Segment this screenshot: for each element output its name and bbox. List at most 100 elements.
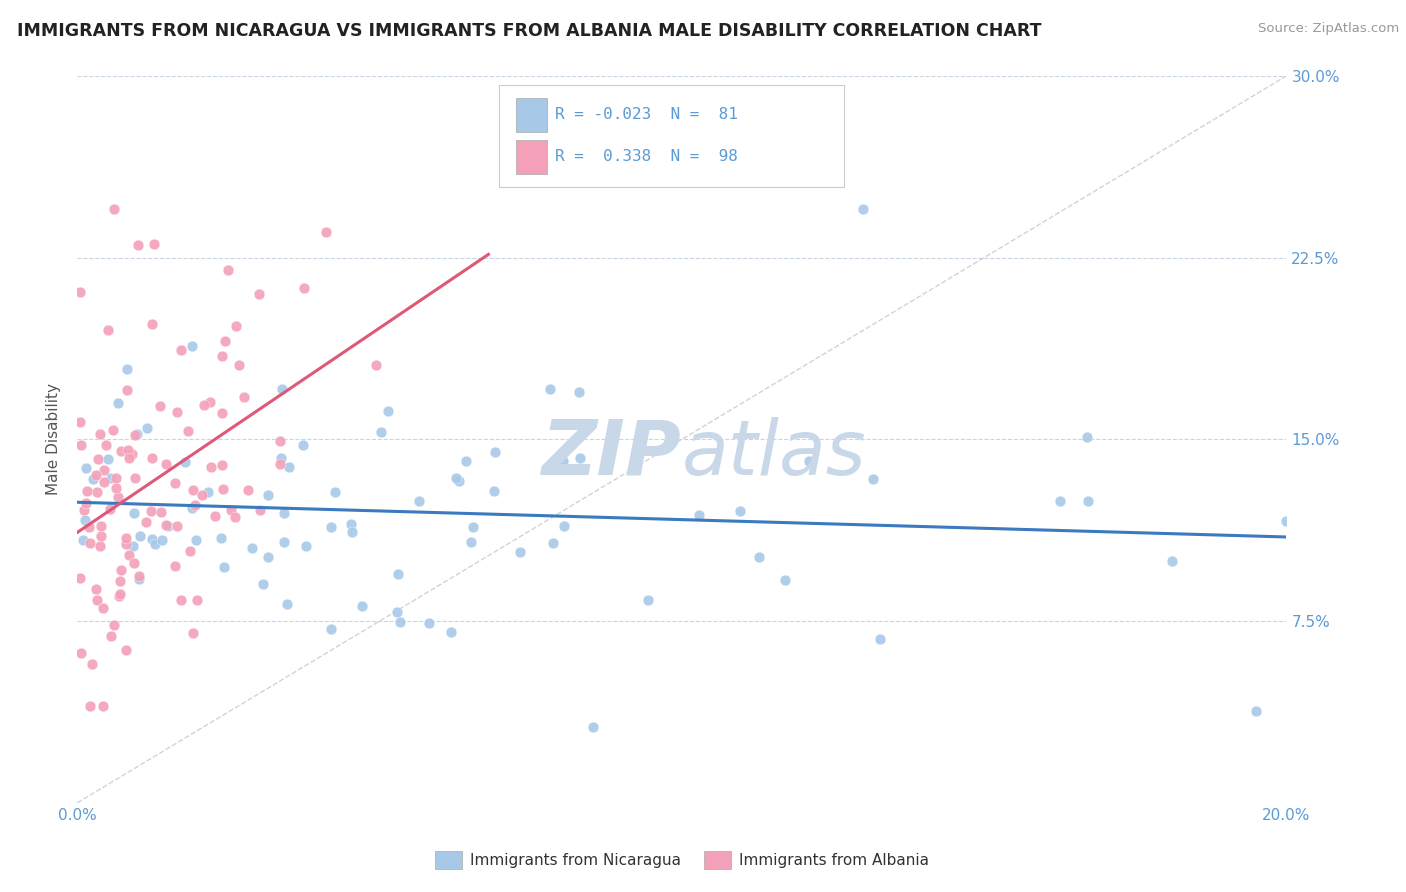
Point xyxy=(89,427,111,442)
Point xyxy=(110,443,132,458)
Point xyxy=(482,483,505,498)
Point xyxy=(170,593,193,607)
Point xyxy=(211,458,233,472)
Point xyxy=(198,395,221,409)
Point xyxy=(773,573,796,587)
Point xyxy=(1246,704,1268,718)
Point xyxy=(72,533,94,547)
Point xyxy=(124,470,146,484)
Point xyxy=(688,508,710,522)
Point xyxy=(191,488,214,502)
Point xyxy=(209,531,232,545)
Point xyxy=(387,605,409,619)
Point xyxy=(748,549,770,564)
Point xyxy=(69,285,91,300)
Point xyxy=(278,459,301,474)
Point xyxy=(249,503,271,517)
Point xyxy=(141,318,163,332)
Point xyxy=(449,474,471,488)
Point xyxy=(553,454,575,468)
Point xyxy=(166,405,188,419)
Text: R = -0.023  N =  81: R = -0.023 N = 81 xyxy=(555,107,738,121)
Point xyxy=(103,618,125,632)
Point xyxy=(370,425,392,439)
Point xyxy=(176,424,198,438)
Point xyxy=(869,632,891,646)
Point xyxy=(93,698,115,713)
Point xyxy=(292,438,315,452)
Point xyxy=(582,720,605,734)
Point xyxy=(125,427,148,442)
Point xyxy=(107,395,129,409)
Point xyxy=(181,483,204,497)
Text: atlas: atlas xyxy=(682,417,866,491)
Point xyxy=(232,390,254,404)
Point xyxy=(730,504,752,518)
Point xyxy=(214,334,236,348)
Point xyxy=(86,582,108,596)
Point xyxy=(1160,554,1182,568)
Point xyxy=(166,518,188,533)
Point xyxy=(89,539,111,553)
Point xyxy=(90,518,112,533)
Point xyxy=(273,506,295,520)
Point xyxy=(340,517,363,532)
Point xyxy=(100,471,122,485)
Point xyxy=(94,438,117,452)
Point xyxy=(69,415,91,429)
Point xyxy=(135,515,157,529)
Point xyxy=(76,484,98,499)
Point xyxy=(128,569,150,583)
Point xyxy=(135,421,157,435)
Point xyxy=(224,510,246,524)
Point xyxy=(270,451,292,466)
Point xyxy=(271,382,294,396)
Point xyxy=(568,451,591,466)
Point xyxy=(186,533,208,548)
Point xyxy=(86,484,108,499)
Point xyxy=(541,536,564,550)
Point xyxy=(96,323,118,337)
Point xyxy=(97,452,120,467)
Point xyxy=(197,485,219,500)
Point xyxy=(124,427,146,442)
Legend: Immigrants from Nicaragua, Immigrants from Albania: Immigrants from Nicaragua, Immigrants fr… xyxy=(429,846,935,875)
Point xyxy=(269,434,291,449)
Point xyxy=(165,475,187,490)
Point xyxy=(418,616,440,631)
Point xyxy=(69,571,91,585)
Point xyxy=(186,593,208,607)
Point xyxy=(73,513,96,527)
Point xyxy=(121,447,143,461)
Text: R =  0.338  N =  98: R = 0.338 N = 98 xyxy=(555,149,738,163)
Point xyxy=(461,520,484,534)
Text: ZIP: ZIP xyxy=(543,417,682,491)
Point xyxy=(460,535,482,549)
Point xyxy=(122,506,145,520)
Point xyxy=(273,535,295,549)
Point xyxy=(128,573,150,587)
Point xyxy=(340,525,363,540)
Point xyxy=(350,599,373,614)
Point xyxy=(257,550,280,565)
Point xyxy=(70,438,93,452)
Point xyxy=(181,625,204,640)
Point xyxy=(93,462,115,476)
Point xyxy=(90,529,112,543)
Point xyxy=(110,574,132,589)
Point xyxy=(212,482,235,496)
Point xyxy=(221,502,243,516)
Point xyxy=(173,455,195,469)
Point xyxy=(180,338,202,352)
Point xyxy=(364,358,387,372)
Point xyxy=(141,532,163,546)
Point xyxy=(387,567,409,582)
Point xyxy=(183,498,205,512)
Point xyxy=(100,501,122,516)
Point xyxy=(150,505,173,519)
Point xyxy=(170,343,193,357)
Point xyxy=(149,400,172,414)
Point xyxy=(103,423,125,437)
Point xyxy=(321,520,343,534)
Point xyxy=(1049,493,1071,508)
